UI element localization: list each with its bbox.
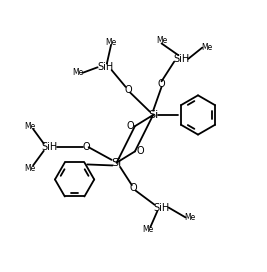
Text: SiH: SiH	[41, 142, 57, 152]
Text: Me: Me	[156, 36, 167, 45]
Text: Si: Si	[112, 158, 122, 168]
Text: Me: Me	[142, 225, 153, 234]
Text: SiH: SiH	[97, 62, 113, 72]
Text: Me: Me	[201, 43, 212, 52]
Text: Me: Me	[24, 122, 35, 131]
Text: Me: Me	[24, 164, 35, 173]
Text: Me: Me	[184, 213, 195, 222]
Text: Si: Si	[148, 110, 158, 120]
Text: SiH: SiH	[154, 203, 170, 212]
Text: Me: Me	[105, 38, 117, 47]
Text: O: O	[158, 79, 165, 89]
Text: O: O	[126, 121, 134, 131]
Text: O: O	[124, 85, 132, 95]
Text: Me: Me	[72, 68, 83, 78]
Text: O: O	[130, 183, 137, 193]
Text: O: O	[82, 142, 90, 152]
Text: SiH: SiH	[173, 54, 189, 64]
Text: O: O	[136, 146, 144, 156]
